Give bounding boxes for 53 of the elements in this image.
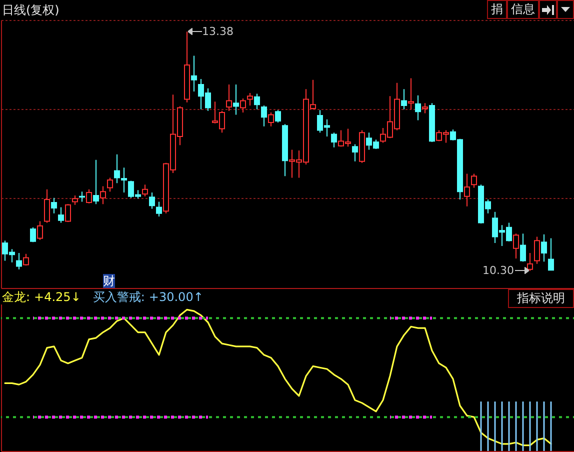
candlestick [51, 197, 57, 214]
candlestick [191, 55, 197, 92]
candlestick [16, 252, 22, 270]
candlestick [72, 195, 78, 206]
candlestick [58, 206, 64, 224]
candlestick [541, 234, 547, 262]
text: 信息 [507, 0, 539, 19]
candlestick [268, 112, 274, 127]
candlestick [156, 201, 162, 218]
candlestick [534, 236, 540, 264]
text: 金龙: [2, 290, 30, 304]
candlestick [247, 92, 253, 106]
chart-title: 日线(复权) [2, 2, 60, 18]
candlestick [149, 192, 155, 210]
candlestick [331, 132, 337, 148]
candlestick [240, 98, 246, 113]
candlestick [415, 94, 421, 121]
candlestick [408, 78, 414, 110]
text: 捐 [487, 0, 507, 19]
candlestick [233, 84, 239, 116]
annotation: 13.38 [202, 24, 234, 40]
candlestick [226, 84, 232, 112]
candlestick [107, 177, 113, 192]
candlestick [121, 167, 127, 193]
candlestick [23, 253, 29, 266]
candlestick [86, 188, 92, 204]
candlestick [142, 184, 148, 197]
candlestick [65, 204, 71, 222]
candlestick [422, 102, 428, 114]
text: +30.00↑ [148, 290, 204, 304]
candlestick [513, 233, 519, 259]
candlestick [261, 104, 267, 127]
text: +4.25↓ [34, 290, 81, 304]
candlestick [37, 220, 43, 240]
candlestick [352, 144, 358, 162]
candlestick [93, 159, 99, 205]
candlestick [520, 233, 526, 262]
candlestick [464, 173, 470, 207]
candlestick [79, 191, 85, 202]
candlestick [254, 93, 260, 110]
candlestick [100, 186, 106, 205]
candlestick [275, 110, 281, 124]
candlestick [471, 173, 477, 188]
candlestick [30, 226, 36, 243]
candlestick [401, 88, 407, 110]
candlestick [548, 238, 554, 271]
candlestick [527, 252, 533, 272]
text: 买入警戒: [92, 290, 145, 304]
candlestick [44, 188, 50, 224]
candlestick [114, 154, 120, 184]
text: 指标说明 [508, 289, 574, 308]
annotation: 财 [103, 274, 115, 288]
annotation: 10.30 [482, 262, 514, 279]
